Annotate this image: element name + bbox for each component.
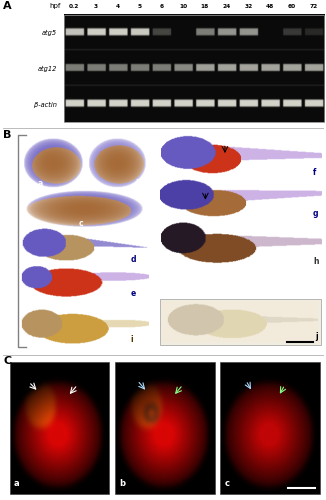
Text: A: A — [3, 2, 12, 12]
Bar — [160, 300, 321, 345]
Text: atg12: atg12 — [38, 66, 57, 72]
Text: 10: 10 — [179, 4, 187, 9]
Text: c: c — [224, 478, 229, 488]
Text: atg5: atg5 — [42, 30, 57, 36]
Text: c: c — [78, 220, 83, 228]
Text: g: g — [313, 209, 319, 218]
Text: 24: 24 — [222, 4, 231, 9]
Bar — [10, 362, 109, 494]
Bar — [220, 362, 320, 494]
Text: C: C — [3, 356, 11, 366]
Text: 60: 60 — [288, 4, 296, 9]
Bar — [64, 16, 324, 122]
Text: 18: 18 — [201, 4, 209, 9]
Text: 0.2: 0.2 — [69, 4, 80, 9]
Text: B: B — [3, 130, 12, 140]
Text: b: b — [119, 478, 125, 488]
Text: 48: 48 — [266, 4, 274, 9]
Text: f: f — [313, 168, 316, 177]
Text: 6: 6 — [159, 4, 163, 9]
Text: 72: 72 — [309, 4, 318, 9]
Text: hpf: hpf — [49, 3, 60, 9]
Text: a: a — [37, 178, 43, 188]
Text: e: e — [130, 289, 136, 298]
Text: 3: 3 — [94, 4, 98, 9]
Text: h: h — [313, 257, 319, 266]
Text: 32: 32 — [244, 4, 252, 9]
Text: d: d — [130, 254, 136, 264]
Text: b: b — [135, 178, 141, 188]
Text: j: j — [316, 332, 318, 341]
Bar — [115, 362, 215, 494]
Text: i: i — [130, 336, 133, 344]
Text: 4: 4 — [116, 4, 120, 9]
Text: a: a — [14, 478, 19, 488]
Text: β-actin: β-actin — [34, 102, 57, 107]
Text: 5: 5 — [138, 4, 142, 9]
